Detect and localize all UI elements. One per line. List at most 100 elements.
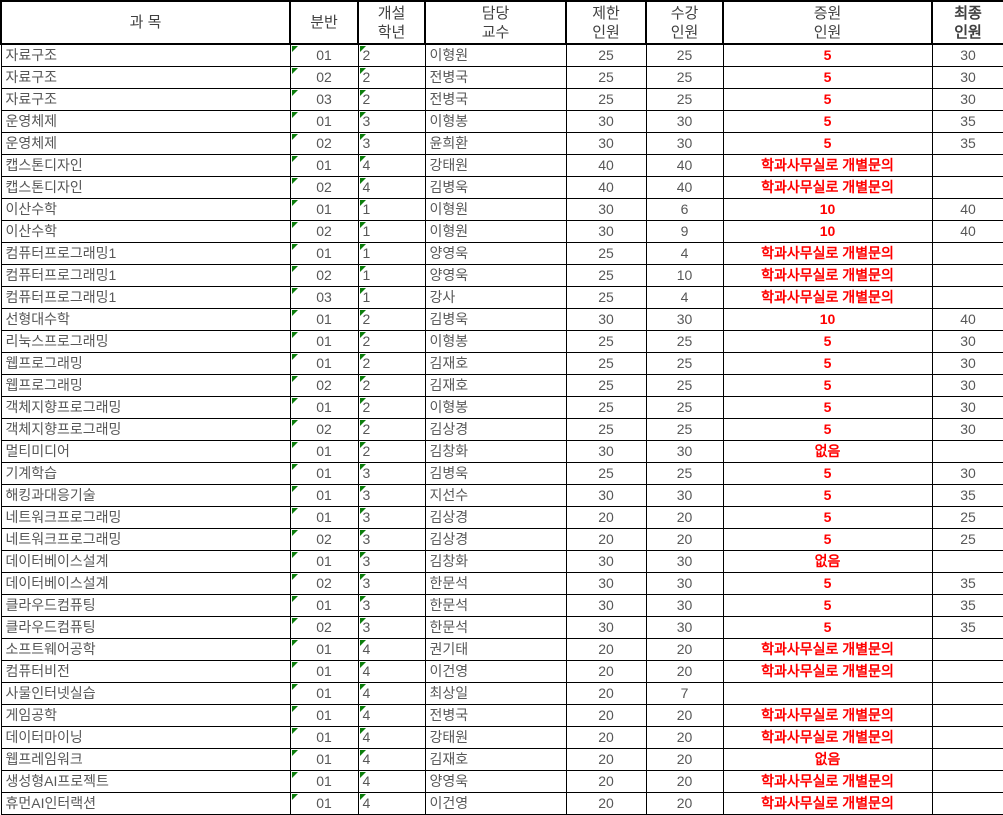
cell-section[interactable]: 02 [289,65,359,89]
cell-final[interactable] [931,769,1003,793]
cell-year[interactable]: 1 [357,285,426,309]
cell-final[interactable]: 40 [931,219,1003,243]
cell-final[interactable] [931,637,1003,661]
cell-year[interactable]: 3 [357,571,426,595]
cell-subject[interactable]: 캡스톤디자인 [0,153,291,177]
cell-section[interactable]: 01 [289,43,359,67]
cell-subject[interactable]: 데이터마이닝 [0,725,291,749]
cell-year[interactable]: 1 [357,241,426,265]
cell-final[interactable] [931,703,1003,727]
cell-limit[interactable]: 25 [565,285,647,309]
cell-year[interactable]: 4 [357,725,426,749]
cell-enrolled[interactable]: 10 [645,263,724,287]
cell-section[interactable]: 01 [289,637,359,661]
cell-section[interactable]: 01 [289,593,359,617]
cell-professor[interactable]: 김상경 [424,527,567,551]
cell-added[interactable]: 학과사무실로 개별문의 [722,153,933,177]
cell-added[interactable]: 학과사무실로 개별문의 [722,263,933,287]
cell-professor[interactable]: 김병욱 [424,461,567,485]
cell-subject[interactable]: 데이터베이스설계 [0,549,291,573]
cell-year[interactable]: 2 [357,329,426,353]
cell-final[interactable]: 30 [931,43,1003,67]
cell-added[interactable]: 학과사무실로 개별문의 [722,725,933,749]
cell-year[interactable]: 2 [357,43,426,67]
cell-added[interactable]: 5 [722,615,933,639]
cell-enrolled[interactable]: 6 [645,197,724,221]
cell-added[interactable]: 5 [722,505,933,529]
cell-section[interactable]: 01 [289,747,359,771]
cell-final[interactable] [931,725,1003,749]
cell-enrolled[interactable]: 25 [645,351,724,375]
cell-enrolled[interactable]: 25 [645,373,724,397]
cell-subject[interactable]: 객체지향프로그래밍 [0,395,291,419]
cell-subject[interactable]: 자료구조 [0,65,291,89]
cell-section[interactable]: 01 [289,769,359,793]
cell-enrolled[interactable]: 25 [645,65,724,89]
cell-enrolled[interactable]: 20 [645,769,724,793]
cell-limit[interactable]: 25 [565,395,647,419]
cell-final[interactable]: 30 [931,87,1003,111]
cell-added[interactable]: 학과사무실로 개별문의 [722,659,933,683]
cell-limit[interactable]: 20 [565,637,647,661]
cell-final[interactable]: 35 [931,483,1003,507]
cell-final[interactable] [931,263,1003,287]
cell-enrolled[interactable]: 30 [645,131,724,155]
cell-year[interactable]: 4 [357,791,426,815]
cell-added[interactable]: 학과사무실로 개별문의 [722,241,933,265]
cell-professor[interactable]: 이형원 [424,219,567,243]
cell-section[interactable]: 02 [289,131,359,155]
cell-added[interactable]: 없음 [722,747,933,771]
cell-section[interactable]: 01 [289,351,359,375]
cell-enrolled[interactable]: 20 [645,703,724,727]
cell-professor[interactable]: 김재호 [424,373,567,397]
cell-enrolled[interactable]: 7 [645,681,724,705]
cell-limit[interactable]: 30 [565,571,647,595]
cell-limit[interactable]: 30 [565,219,647,243]
cell-final[interactable]: 35 [931,593,1003,617]
cell-added[interactable]: 학과사무실로 개별문의 [722,637,933,661]
cell-enrolled[interactable]: 20 [645,725,724,749]
cell-professor[interactable]: 양영욱 [424,241,567,265]
cell-subject[interactable]: 컴퓨터프로그래밍1 [0,263,291,287]
cell-subject[interactable]: 컴퓨터비전 [0,659,291,683]
cell-year[interactable]: 4 [357,659,426,683]
cell-final[interactable]: 40 [931,307,1003,331]
cell-final[interactable]: 30 [931,395,1003,419]
cell-section[interactable]: 01 [289,241,359,265]
cell-year[interactable]: 3 [357,461,426,485]
cell-enrolled[interactable]: 25 [645,395,724,419]
header-limit[interactable]: 제한 인원 [565,0,647,45]
header-added[interactable]: 증원 인원 [722,0,933,45]
cell-professor[interactable]: 강태원 [424,725,567,749]
cell-limit[interactable]: 20 [565,769,647,793]
cell-enrolled[interactable]: 20 [645,659,724,683]
cell-professor[interactable]: 김창화 [424,549,567,573]
cell-enrolled[interactable]: 20 [645,637,724,661]
cell-limit[interactable]: 30 [565,483,647,507]
cell-section[interactable]: 02 [289,263,359,287]
cell-section[interactable]: 02 [289,417,359,441]
cell-professor[interactable]: 한문석 [424,615,567,639]
cell-enrolled[interactable]: 30 [645,549,724,573]
cell-subject[interactable]: 소프트웨어공학 [0,637,291,661]
cell-professor[interactable]: 양영욱 [424,769,567,793]
cell-final[interactable]: 35 [931,109,1003,133]
cell-subject[interactable]: 운영체제 [0,131,291,155]
cell-section[interactable]: 01 [289,791,359,815]
cell-year[interactable]: 1 [357,263,426,287]
cell-enrolled[interactable]: 25 [645,43,724,67]
cell-section[interactable]: 01 [289,659,359,683]
cell-year[interactable]: 3 [357,549,426,573]
cell-limit[interactable]: 30 [565,439,647,463]
cell-added[interactable]: 학과사무실로 개별문의 [722,791,933,815]
cell-added[interactable]: 없음 [722,549,933,573]
cell-limit[interactable]: 25 [565,351,647,375]
cell-subject[interactable]: 생성형AI프로젝트 [0,769,291,793]
cell-subject[interactable]: 이산수학 [0,197,291,221]
cell-enrolled[interactable]: 25 [645,417,724,441]
cell-professor[interactable]: 최상일 [424,681,567,705]
cell-year[interactable]: 3 [357,615,426,639]
cell-added[interactable]: 5 [722,483,933,507]
header-year[interactable]: 개설 학년 [357,0,426,45]
cell-subject[interactable]: 컴퓨터프로그래밍1 [0,241,291,265]
